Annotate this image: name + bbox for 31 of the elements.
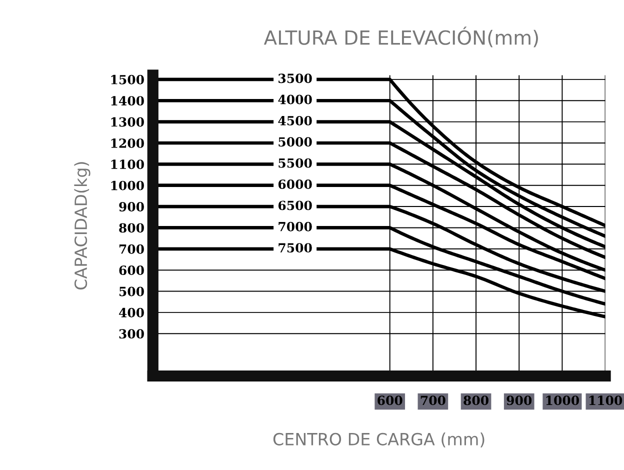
series-label: 6500: [278, 200, 312, 210]
x-tick-label: 1100: [589, 396, 622, 406]
y-tick-label: 800: [119, 223, 144, 233]
y-tick-label: 1000: [111, 180, 144, 190]
y-tick-label: 900: [119, 202, 144, 212]
y-tick-label: 1500: [111, 74, 144, 84]
y-axis-title: CAPACIDAD(kg): [74, 162, 90, 290]
y-tick-label: 1400: [111, 96, 144, 106]
x-tick-label: 1000: [546, 396, 580, 406]
y-tick-label: 300: [119, 329, 144, 339]
x-tick-label: 600: [378, 396, 402, 406]
chart-title: ALTURA DE ELEVACIÓN(mm): [264, 26, 538, 48]
y-tick-label: 1100: [111, 160, 144, 170]
y-tick-label: 400: [118, 308, 144, 318]
x-tick-label: 800: [464, 396, 488, 406]
y-tick-label: 1200: [111, 138, 144, 148]
x-tick-label: 700: [420, 396, 446, 406]
series-label: 6000: [278, 180, 312, 189]
x-tick-label: 900: [506, 396, 532, 406]
series-label: 7500: [278, 243, 312, 253]
y-tick-label: 600: [119, 266, 144, 276]
series-label: 5500: [278, 158, 312, 168]
x-axis-title: CENTRO DE CARGA (mm): [273, 432, 484, 448]
y-tick-label: 700: [119, 244, 144, 254]
series-label: 4000: [278, 94, 312, 104]
series-label: 3500: [278, 74, 312, 84]
y-tick-label: 1300: [111, 117, 144, 127]
series-label: 7000: [278, 222, 312, 232]
series-label: 5000: [278, 137, 312, 147]
series-label: 4500: [278, 116, 312, 126]
y-tick-label: 500: [119, 286, 144, 296]
